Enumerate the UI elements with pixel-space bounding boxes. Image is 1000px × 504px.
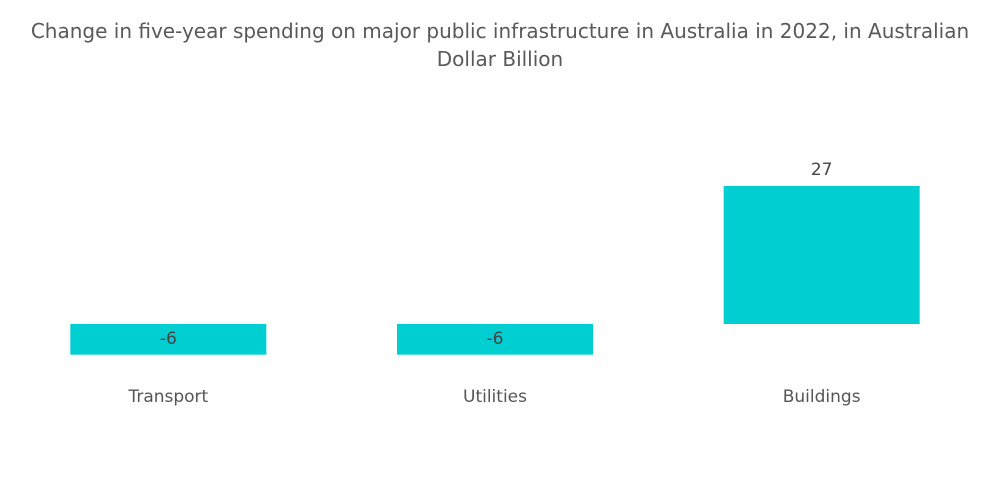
chart-title: Change in five-year spending on major pu… [0, 17, 1000, 73]
x-tick-label-transport: Transport [127, 387, 208, 407]
bar-transport [70, 324, 267, 355]
chart-title-line-1: Change in five-year spending on major pu… [30, 19, 970, 43]
chart-title-line-2: Dollar Billion [436, 47, 564, 71]
x-tick-label-buildings: Buildings [783, 387, 861, 407]
bar-buildings [723, 186, 920, 324]
data-label-buildings: 27 [811, 160, 833, 180]
data-label-utilities: -6 [487, 329, 504, 349]
x-tick-label-utilities: Utilities [463, 387, 527, 407]
data-label-transport: -6 [160, 329, 177, 349]
bar-utilities [397, 324, 593, 355]
